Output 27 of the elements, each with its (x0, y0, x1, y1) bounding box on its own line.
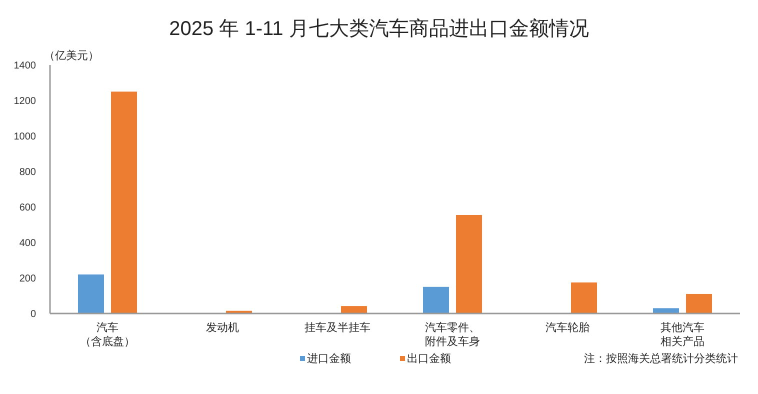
legend-label: 进口金额 (307, 352, 351, 365)
y-tick-label: 1200 (14, 96, 36, 107)
bar (686, 294, 712, 314)
chart-title: 2025 年 1-11 月七大类汽车商品进出口金额情况 (169, 18, 589, 40)
y-tick-label: 800 (19, 167, 36, 178)
x-tick-label: 发动机 (206, 322, 239, 334)
x-tick-label: 汽车轮胎 (546, 321, 590, 334)
y-tick-label: 1000 (14, 132, 36, 142)
y-tick-label: 400 (19, 238, 36, 249)
bar (456, 214, 482, 314)
x-tick-label: 汽车零件、附件及车身 (425, 321, 480, 348)
bar (423, 286, 449, 314)
x-tick-label: 其他汽车相关产品 (660, 321, 704, 348)
y-tick-label: 600 (19, 202, 36, 214)
bar (341, 306, 367, 314)
y-tick-label: 1400 (14, 60, 36, 72)
bar (111, 92, 137, 314)
bar (571, 282, 597, 314)
y-tick-label: 0 (30, 309, 36, 320)
x-tick-label: 挂车及半挂车 (304, 321, 370, 334)
bar (78, 274, 104, 314)
text: 注：按照海关总署统计分类统计 (584, 352, 738, 365)
y-tick-label: 200 (19, 274, 36, 284)
x-tick-label: 汽车（含底盘） (80, 321, 135, 348)
bar (653, 308, 679, 314)
y-axis-title: （亿美元） (44, 49, 99, 62)
legend-label: 出口金额 (407, 352, 451, 365)
